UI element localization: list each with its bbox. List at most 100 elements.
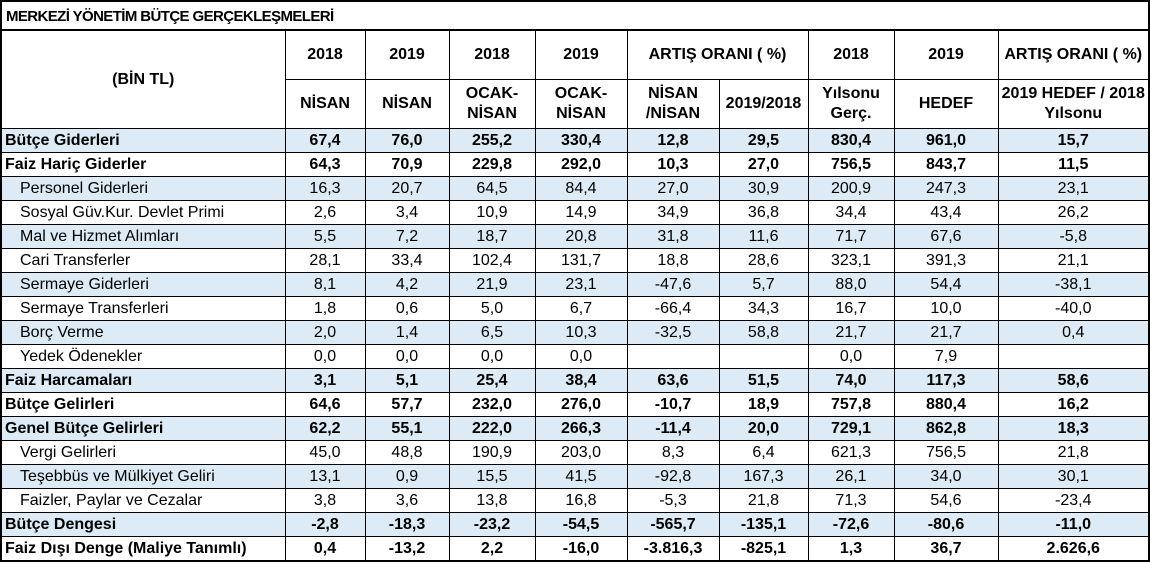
- row-label: Sermaye Transferleri: [0, 296, 286, 321]
- header-cell: NİSAN: [284, 79, 366, 129]
- cell: 21,7: [807, 320, 895, 345]
- header-cell: OCAK-NİSAN: [534, 79, 628, 129]
- cell: -23,4: [997, 488, 1150, 513]
- row-label: Bütçe Gelirleri: [0, 392, 286, 417]
- cell: 23,1: [997, 176, 1150, 201]
- table-row: Yedek Ödenekler 0,0 0,0 0,0 0,0 0,0 7,9: [0, 344, 1150, 369]
- cell: 2,0: [284, 320, 366, 345]
- table-row: Bütçe Giderleri 67,4 76,0 255,2 330,4 12,8 29,…: [0, 128, 1150, 153]
- cell: 21,1: [997, 248, 1150, 273]
- row-label: Bütçe Dengesi: [0, 512, 286, 537]
- cell: 5,1: [364, 368, 450, 393]
- cell: 58,8: [718, 320, 809, 345]
- cell: 880,4: [893, 392, 999, 417]
- cell: 71,3: [807, 488, 895, 513]
- cell: 117,3: [893, 368, 999, 393]
- cell: 16,3: [284, 176, 366, 201]
- cell: 16,7: [807, 296, 895, 321]
- cell: 0,6: [364, 296, 450, 321]
- cell: 1,8: [284, 296, 366, 321]
- header-cell: ARTIŞ ORANI ( %): [997, 29, 1150, 80]
- cell: 43,4: [893, 200, 999, 225]
- cell: 67,6: [893, 224, 999, 249]
- header-cell: 2018: [448, 29, 536, 80]
- cell: 25,4: [448, 368, 536, 393]
- row-label: Genel Bütçe Gelirleri: [0, 416, 286, 441]
- table-body: (BİN TL) 2018 2019 2018 2019 ARTIŞ ORANI ( %)…: [0, 29, 1150, 562]
- cell: 58,6: [997, 368, 1150, 393]
- cell: 20,7: [364, 176, 450, 201]
- cell: -72,6: [807, 512, 895, 537]
- cell: 6,4: [718, 440, 809, 465]
- header-cell: 2019/2018: [718, 79, 809, 129]
- cell: 23,1: [534, 272, 628, 297]
- header-cell: 2018: [284, 29, 366, 80]
- cell: -825,1: [718, 536, 809, 562]
- cell: 63,6: [626, 368, 720, 393]
- cell: 67,4: [284, 128, 366, 153]
- cell: [626, 344, 720, 369]
- cell: 74,0: [807, 368, 895, 393]
- cell: 31,8: [626, 224, 720, 249]
- cell: 41,5: [534, 464, 628, 489]
- cell: 2,2: [448, 536, 536, 562]
- header-cell: HEDEF: [893, 79, 999, 129]
- cell: 222,0: [448, 416, 536, 441]
- table-row: Sermaye Giderleri 8,1 4,2 21,9 23,1 -47,6 5,7 8…: [0, 272, 1150, 297]
- cell: 30,9: [718, 176, 809, 201]
- cell: 961,0: [893, 128, 999, 153]
- cell: 391,3: [893, 248, 999, 273]
- row-label: Teşebbüs ve Mülkiyet Geliri: [0, 464, 286, 489]
- cell: -3.816,3: [626, 536, 720, 562]
- cell: -38,1: [997, 272, 1150, 297]
- cell: 3,6: [364, 488, 450, 513]
- header-row: (BİN TL) 2018 2019 2018 2019 ARTIŞ ORANI ( %)…: [0, 29, 1150, 129]
- cell: 18,9: [718, 392, 809, 417]
- cell: 200,9: [807, 176, 895, 201]
- cell: 757,8: [807, 392, 895, 417]
- cell: 29,5: [718, 128, 809, 153]
- header-cell: NİSAN: [364, 79, 450, 129]
- header-cell: 2019: [534, 29, 628, 80]
- cell: 16,2: [997, 392, 1150, 417]
- cell: 266,3: [534, 416, 628, 441]
- cell: 6,5: [448, 320, 536, 345]
- table-row: Personel Giderleri 16,3 20,7 64,5 84,4 27,0 30…: [0, 176, 1150, 201]
- cell: 5,0: [448, 296, 536, 321]
- cell: 830,4: [807, 128, 895, 153]
- header-cell: ARTIŞ ORANI ( %): [626, 29, 809, 80]
- cell: 18,7: [448, 224, 536, 249]
- cell: 20,0: [718, 416, 809, 441]
- cell: -92,8: [626, 464, 720, 489]
- table-row: Faizler, Paylar ve Cezalar 3,8 3,6 13,8 16,8…: [0, 488, 1150, 513]
- cell: 34,9: [626, 200, 720, 225]
- cell: 27,0: [626, 176, 720, 201]
- row-label: Sermaye Giderleri: [0, 272, 286, 297]
- cell: 229,8: [448, 152, 536, 177]
- cell: 18,8: [626, 248, 720, 273]
- cell: 1,3: [807, 536, 895, 562]
- cell: 2.626,6: [997, 536, 1150, 562]
- cell: 51,5: [718, 368, 809, 393]
- cell: 11,5: [997, 152, 1150, 177]
- cell: -32,5: [626, 320, 720, 345]
- cell: 167,3: [718, 464, 809, 489]
- cell: 21,7: [893, 320, 999, 345]
- header-cell: 2019: [364, 29, 450, 80]
- cell: 34,0: [893, 464, 999, 489]
- cell: 45,0: [284, 440, 366, 465]
- cell: 1,4: [364, 320, 450, 345]
- cell: 27,0: [718, 152, 809, 177]
- cell: 16,8: [534, 488, 628, 513]
- cell: 48,8: [364, 440, 450, 465]
- cell: -135,1: [718, 512, 809, 537]
- cell: 88,0: [807, 272, 895, 297]
- row-label: Yedek Ödenekler: [0, 344, 286, 369]
- cell: 6,7: [534, 296, 628, 321]
- cell: 255,2: [448, 128, 536, 153]
- row-label: Sosyal Güv.Kur. Devlet Primi: [0, 200, 286, 225]
- cell: 57,7: [364, 392, 450, 417]
- cell: 0,4: [997, 320, 1150, 345]
- cell: -54,5: [534, 512, 628, 537]
